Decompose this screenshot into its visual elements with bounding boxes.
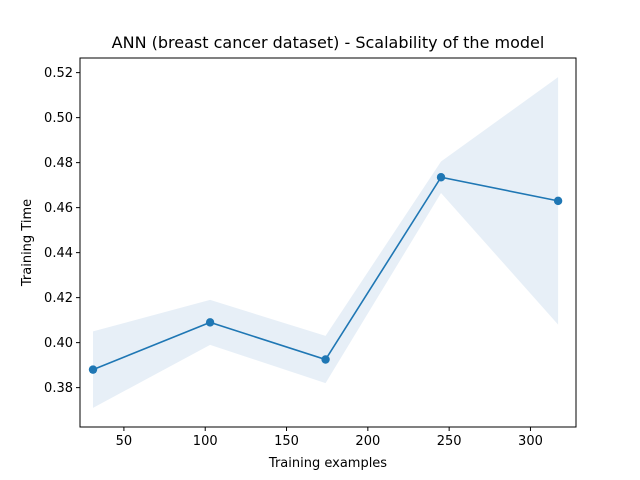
y-tick-label: 0.42 [44,291,73,306]
y-tick-label: 0.48 [44,156,73,171]
x-tick-label: 100 [193,434,218,449]
x-tick-label: 50 [116,434,133,449]
x-axis-label: Training examples [268,456,387,471]
x-tick-label: 150 [274,434,299,449]
data-point [321,355,330,364]
data-point [436,173,446,182]
data-point [205,318,215,327]
y-tick-label: 0.38 [44,381,73,396]
data-point [553,196,563,206]
y-tick-label: 0.46 [44,201,73,216]
chart-title: ANN (breast cancer dataset) - Scalabilit… [112,33,545,52]
x-tick-label: 250 [437,434,462,449]
y-tick-label: 0.52 [44,66,73,81]
axes-frame [79,57,577,428]
data-point [88,365,98,374]
plot-area [88,77,563,408]
x-tick-label: 300 [518,434,543,449]
y-axis-label: Training Time [20,199,35,287]
y-tick-label: 0.44 [44,246,73,261]
y-tick-label: 0.50 [44,111,73,126]
y-tick-label: 0.40 [44,336,73,351]
x-tick-label: 200 [355,434,380,449]
